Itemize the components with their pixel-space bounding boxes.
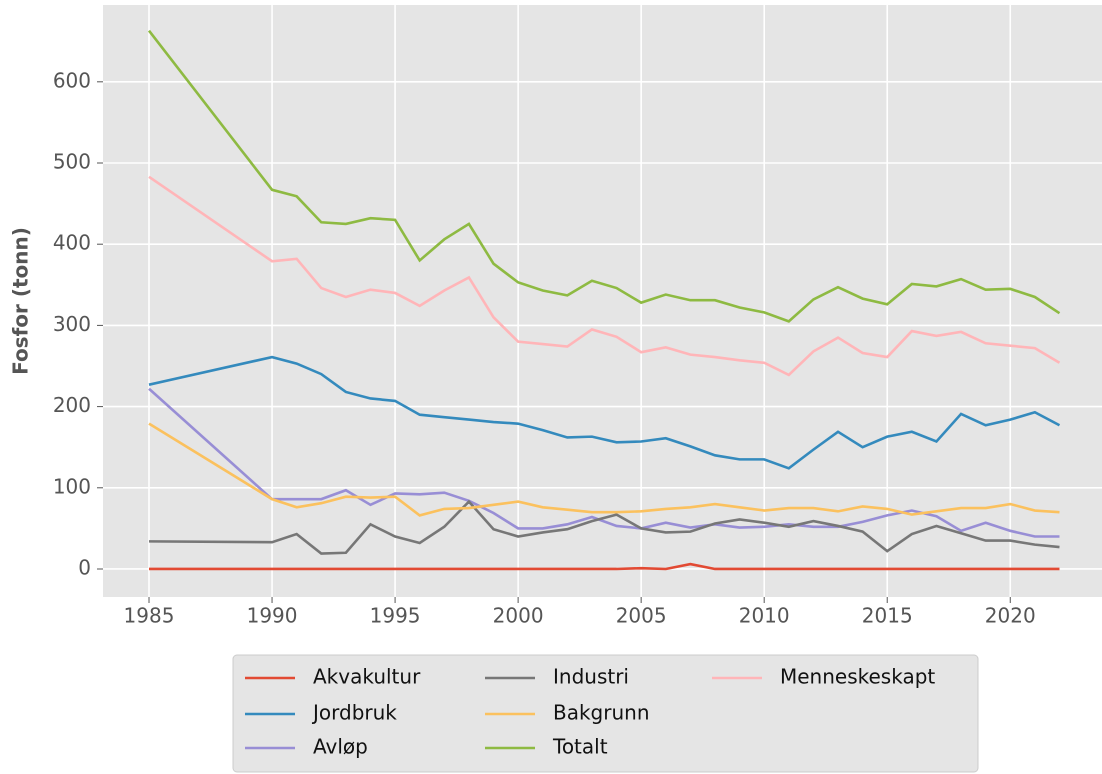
y-tick-label: 500	[53, 150, 91, 174]
y-tick-label: 400	[53, 231, 91, 255]
series-line	[148, 422, 1060, 517]
y-tick-label: 600	[53, 68, 91, 92]
legend-label: Menneskeskapt	[780, 665, 935, 689]
legend-label: Totalt	[552, 735, 608, 759]
x-tick-label: 2015	[862, 604, 913, 628]
x-tick-label: 2005	[616, 604, 667, 628]
x-tick-label: 2020	[985, 604, 1036, 628]
x-tick-label: 1995	[370, 604, 421, 628]
x-tick-label: 1990	[247, 604, 298, 628]
y-tick-label: 200	[53, 393, 91, 417]
legend-label: Bakgrunn	[553, 701, 650, 725]
legend-label: Akvakultur	[313, 665, 421, 689]
series-line	[149, 562, 1060, 571]
y-tick-label: 100	[53, 474, 91, 498]
legend: Akvakultur Jordbruk Avløp Industri Bakgrunn T…	[232, 654, 979, 773]
x-tick-label: 2000	[493, 604, 544, 628]
legend-label: Jordbruk	[311, 701, 397, 725]
series-line	[148, 355, 1061, 470]
x-tick-label: 1985	[124, 604, 175, 628]
legend-box	[232, 654, 979, 773]
series-line	[149, 499, 1060, 555]
y-tick-label: 300	[53, 312, 91, 336]
series-line	[148, 175, 1061, 377]
series-line	[147, 29, 1061, 323]
y-tick-label: 0	[78, 555, 91, 579]
plot	[97, 5, 1102, 603]
legend-label: Avløp	[313, 735, 368, 759]
legend-label: Industri	[553, 665, 629, 689]
x-tick-label: 2010	[739, 604, 790, 628]
y-axis-label: Fosfor (tonn)	[9, 227, 33, 375]
